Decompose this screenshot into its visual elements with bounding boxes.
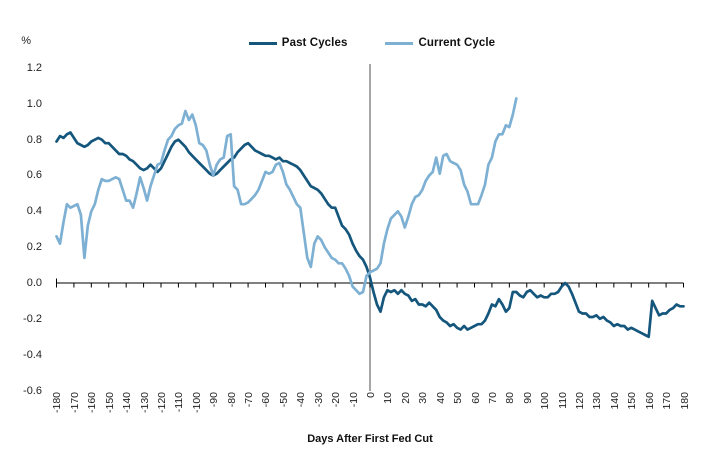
- x-tick-label: 30: [417, 392, 430, 404]
- y-tick-label: -0.6: [23, 384, 42, 397]
- y-tick-label: 0.4: [26, 205, 42, 218]
- x-tick-label: -40: [295, 392, 308, 408]
- x-tick-label: -170: [68, 392, 81, 414]
- legend-label-current-cycle: Current Cycle: [418, 37, 496, 49]
- legend-item-past-cycles: Past Cycles: [248, 37, 348, 49]
- x-tick-label: 150: [626, 392, 639, 410]
- x-tick-label: 110: [556, 392, 569, 409]
- x-tick-label: 160: [643, 392, 656, 410]
- x-tick-label: -130: [138, 392, 151, 414]
- series-line-past-cycles: [55, 131, 685, 339]
- x-tick-label: 90: [521, 392, 534, 404]
- current-cycle-line-swatch: [385, 41, 414, 45]
- x-tick-label: 50: [452, 392, 465, 404]
- x-tick-label: 130: [591, 392, 604, 410]
- y-axis-unit-label: %: [21, 35, 31, 47]
- y-tick-label: 0.2: [26, 241, 42, 254]
- y-tick-label: -0.2: [23, 312, 42, 325]
- x-tick-label: 20: [399, 392, 412, 404]
- y-tick-label: 1.2: [26, 61, 42, 74]
- x-tick-label: 180: [678, 392, 691, 410]
- y-tick-label: 0.8: [26, 133, 42, 146]
- x-tick-label: 40: [434, 392, 447, 404]
- x-tick-label: 70: [486, 392, 499, 404]
- x-tick-label: -100: [190, 392, 203, 414]
- x-tick-label: -150: [103, 392, 116, 414]
- y-tick-label: 1.0: [26, 97, 42, 110]
- legend-item-current-cycle: Current Cycle: [385, 37, 495, 49]
- x-tick-label: -120: [155, 392, 168, 414]
- x-tick-label: -80: [225, 392, 238, 408]
- series-line-current-cycle: [55, 97, 518, 296]
- x-tick-label: 0: [365, 392, 377, 398]
- x-axis-title: Days After First Fed Cut: [307, 433, 433, 445]
- x-tick-label: 100: [539, 392, 552, 410]
- x-axis: [55, 278, 685, 288]
- y-tick-label: -0.4: [23, 348, 42, 361]
- x-tick-label: 10: [382, 392, 395, 404]
- legend: Past Cycles Current Cycle: [32, 37, 712, 49]
- legend-label-past-cycles: Past Cycles: [281, 37, 348, 49]
- y-tick-label: 0.6: [26, 169, 42, 182]
- x-tick-label: -70: [243, 392, 256, 408]
- x-tick-label: 80: [504, 392, 517, 404]
- x-tick-label: -20: [330, 392, 343, 408]
- x-tick-label: -110: [173, 392, 186, 413]
- x-tick-label: -50: [277, 392, 290, 408]
- x-tick-label: 60: [469, 392, 482, 404]
- x-tick-label: -90: [208, 392, 221, 408]
- y-tick-label: 0.0: [26, 277, 42, 289]
- x-tick-label: -140: [121, 392, 134, 414]
- x-tick-label: -10: [347, 392, 360, 408]
- x-tick-label: -160: [86, 392, 99, 414]
- x-tick-label: -180: [51, 392, 64, 414]
- x-tick-label: -60: [260, 392, 273, 408]
- x-tick-label: 140: [608, 392, 621, 410]
- x-tick-label: 120: [574, 392, 586, 410]
- x-tick-label: 170: [661, 392, 674, 410]
- past-cycles-line-swatch: [248, 41, 277, 45]
- x-tick-label: -30: [312, 392, 325, 408]
